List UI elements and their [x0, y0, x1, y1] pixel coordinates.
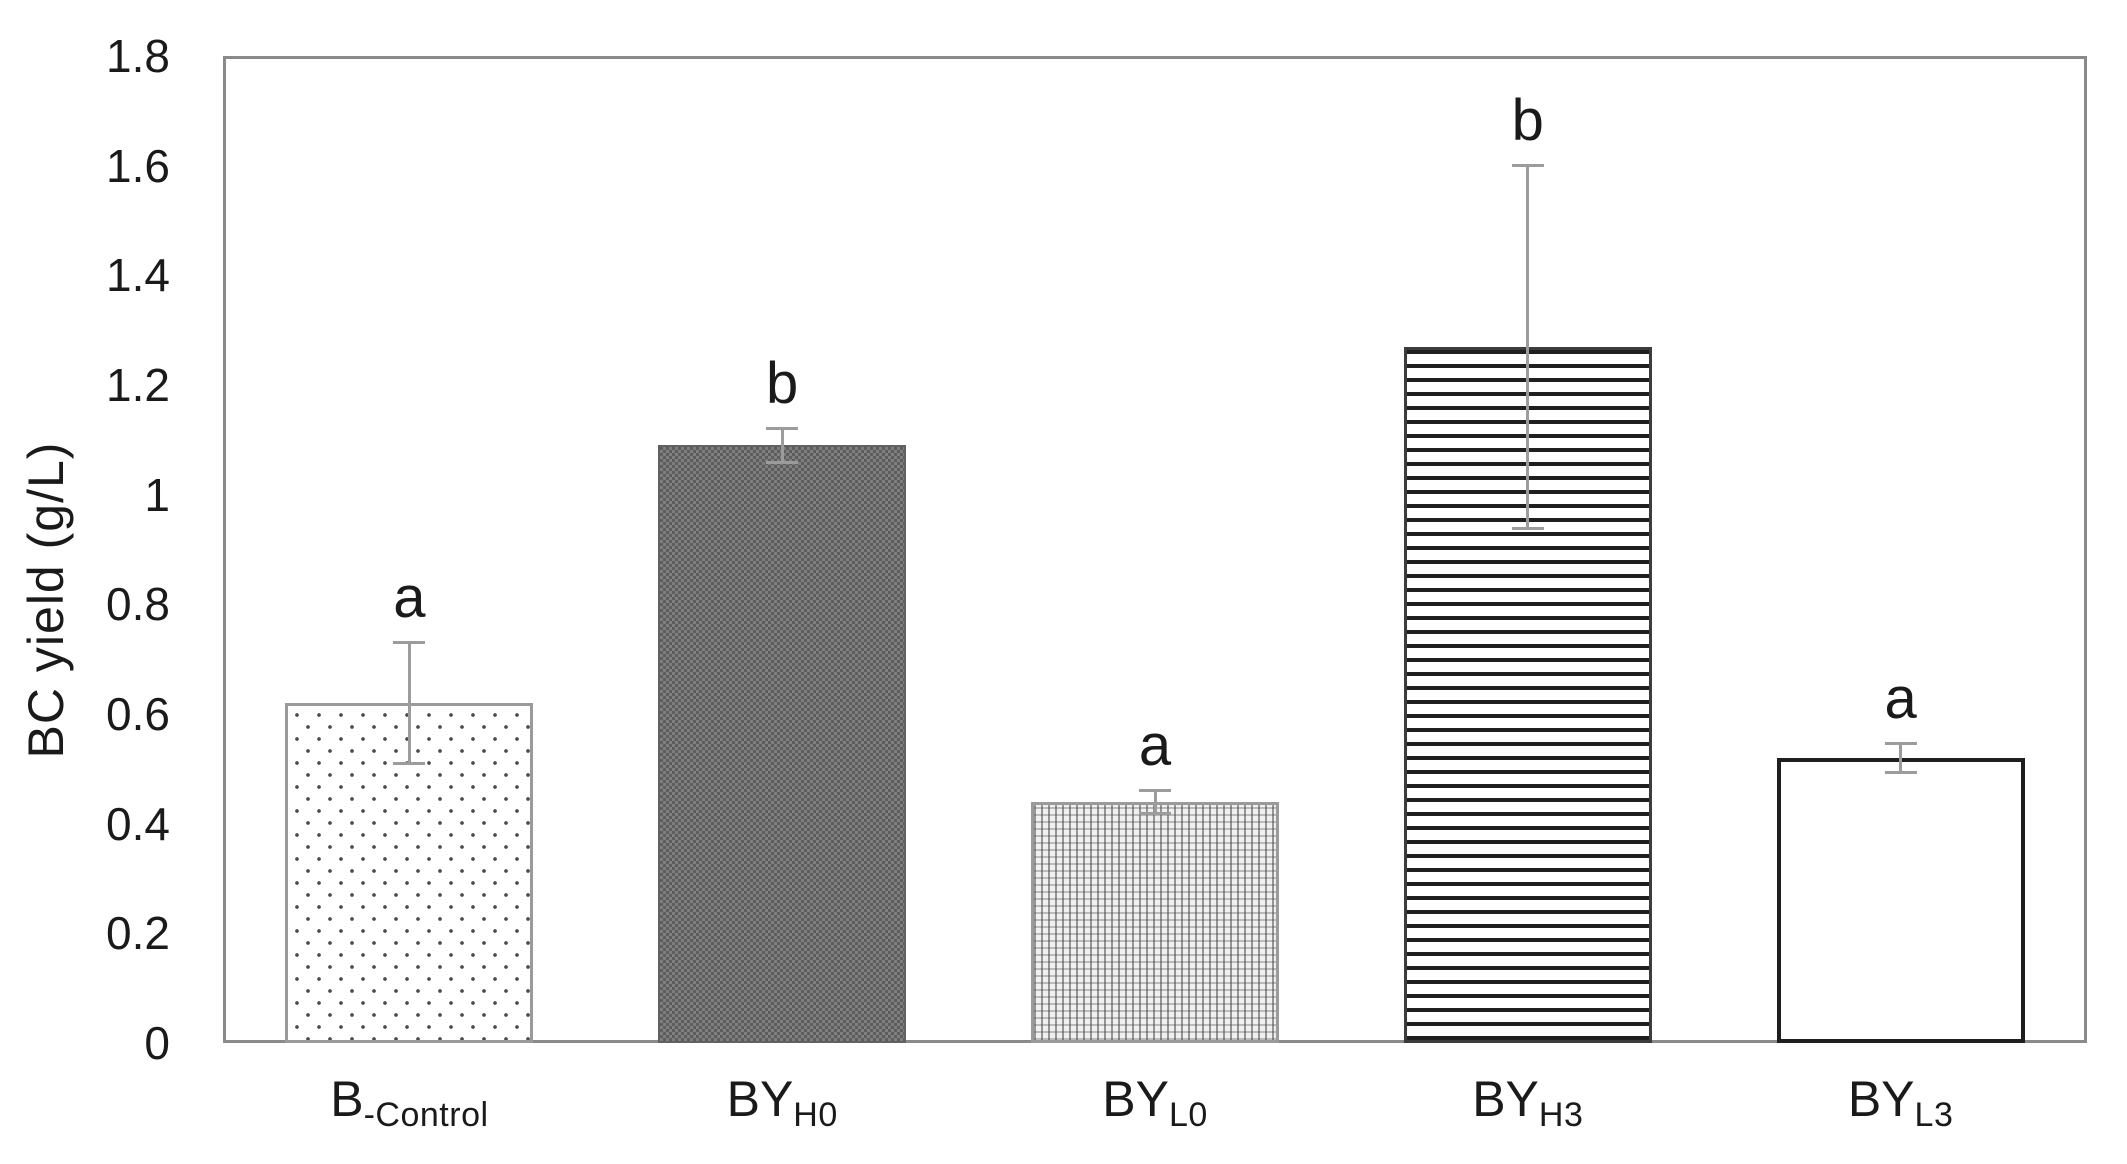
y-tick-label: 0.2	[106, 907, 170, 960]
error-bar-cap-top	[1884, 742, 1917, 746]
x-category-label: BYL3	[1847, 1071, 1954, 1134]
x-label-main: BY	[726, 1071, 794, 1127]
error-bar-line	[1526, 165, 1530, 528]
x-category-label: BYH3	[1472, 1071, 1583, 1134]
x-category-label: BYL0	[1102, 1071, 1208, 1134]
x-label-subscript: -Control	[363, 1096, 489, 1134]
y-tick-label: 1.6	[106, 139, 170, 192]
significance-letter: a	[1884, 666, 1917, 732]
error-bar-cap-bottom	[1884, 770, 1917, 774]
x-label-main: B	[330, 1071, 364, 1127]
y-tick-label: 1.2	[106, 359, 170, 411]
y-tick-label: 1	[144, 468, 170, 521]
x-label-subscript: H0	[793, 1096, 838, 1134]
x-category-label: B-Control	[330, 1071, 488, 1134]
x-label-main: BY	[1847, 1071, 1915, 1127]
y-tick-label: 1.4	[106, 249, 170, 302]
error-bar-cap-bottom	[1511, 526, 1544, 530]
error-bar-line	[1899, 744, 1903, 772]
x-label-subscript: L3	[1914, 1096, 1954, 1134]
y-tick-label: 1.8	[106, 30, 170, 82]
x-label-main: BY	[1472, 1071, 1539, 1127]
y-tick-label: 0.4	[106, 797, 170, 850]
significance-letter: a	[393, 564, 426, 630]
x-label-subscript: L0	[1168, 1096, 1208, 1134]
y-tick-label: 0.8	[106, 578, 170, 631]
error-bar-line	[780, 428, 784, 462]
error-bar-cap-top	[393, 640, 426, 644]
significance-letter: a	[1138, 712, 1172, 778]
bar-1	[285, 703, 534, 1043]
error-bar-cap-bottom	[766, 460, 799, 464]
error-bar-line	[1153, 790, 1157, 813]
error-bar-cap-bottom	[1139, 811, 1171, 815]
error-bar-line	[407, 642, 411, 764]
x-category-label: BYH0	[726, 1071, 838, 1134]
error-bar-cap-top	[1511, 163, 1544, 167]
bar-3	[1031, 801, 1279, 1043]
error-bar-cap-top	[766, 426, 799, 430]
y-tick-label: 0	[144, 1017, 170, 1069]
significance-letter: b	[766, 350, 799, 416]
y-tick-label: 0.6	[106, 688, 170, 740]
bar-5	[1776, 757, 2025, 1043]
x-label-subscript: H3	[1538, 1096, 1584, 1134]
bar-2	[658, 445, 907, 1043]
error-bar-cap-bottom	[393, 762, 426, 766]
error-bar-cap-top	[1139, 788, 1171, 792]
x-label-main: BY	[1102, 1071, 1169, 1127]
significance-letter: b	[1511, 87, 1544, 153]
